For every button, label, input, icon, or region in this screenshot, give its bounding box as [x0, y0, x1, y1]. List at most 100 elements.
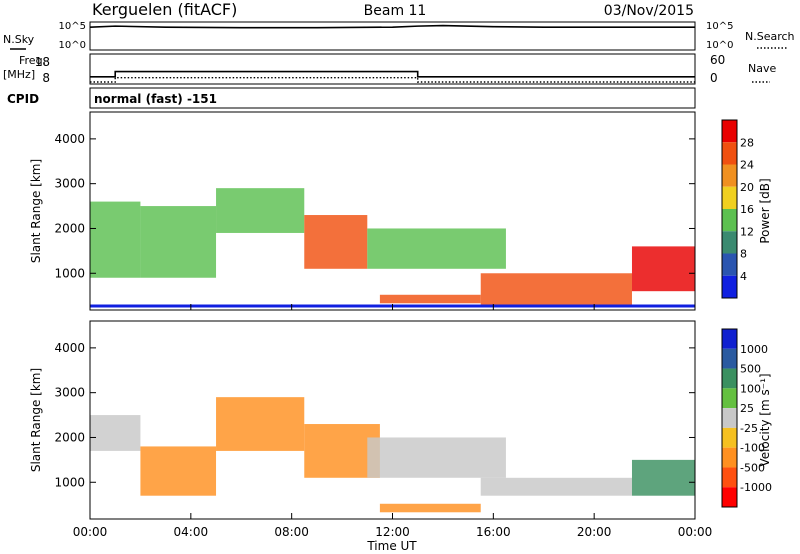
- power-colorbar-swatch: [722, 275, 737, 298]
- velocity-regions: [90, 397, 695, 513]
- freq-unit: [MHz]: [3, 68, 35, 81]
- velocity-ytick-label: 3000: [54, 386, 85, 400]
- nave-tick-top: 60: [710, 53, 725, 67]
- velocity-ytick-label: 1000: [54, 475, 85, 489]
- velocity-ylabel: Slant Range [km]: [29, 368, 43, 472]
- nsky-tick-top: 10^5: [59, 21, 86, 32]
- velocity-colorbar-tick: 1000: [740, 343, 768, 356]
- power-colorbar-tick: 28: [740, 136, 754, 149]
- beam-label: Beam 11: [364, 3, 427, 19]
- velocity-colorbar-swatch: [722, 329, 737, 349]
- velocity-region: [140, 446, 217, 496]
- power-colorbar-swatch: [722, 186, 737, 209]
- power-yticks: 1000 2000 3000 4000: [54, 132, 695, 280]
- cpid-frame: [89, 87, 696, 109]
- velocity-colorbar-tick: -500: [740, 461, 765, 474]
- nave-tick-bottom: 0: [710, 71, 718, 85]
- date-label: 03/Nov/2015: [604, 3, 694, 19]
- freq-tick-top: 18: [35, 55, 50, 69]
- velocity-colorbar-swatch: [722, 487, 737, 507]
- velocity-colorbar-swatch: [722, 408, 737, 428]
- time-xlabel: Time UT: [366, 539, 417, 553]
- xtick-label: 08:00: [274, 525, 309, 539]
- velocity-colorbar-border: [721, 328, 738, 508]
- power-colorbar-swatch: [722, 209, 737, 232]
- velocity-yticks: 1000 2000 3000 4000: [54, 341, 695, 489]
- velocity-colorbar-tick: 500: [740, 363, 761, 376]
- nsky-series-line: [89, 24, 695, 29]
- xtick-label: 12:00: [375, 525, 410, 539]
- power-colorbar-tick: 4: [740, 270, 747, 283]
- velocity-colorbar-swatch: [722, 368, 737, 389]
- power-colorbar-tick: 20: [740, 181, 754, 194]
- radar-title: Kerguelen (fitACF): [92, 0, 237, 19]
- freq-tick-bottom: 8: [42, 71, 50, 85]
- cpid-value: normal (fast) -151: [94, 92, 217, 106]
- power-colorbar-border: [721, 119, 738, 299]
- nave-series-line: [90, 76, 695, 83]
- velocity-panel: 1000 2000 3000 4000 00:00 04:00 08:00 12:00 16:…: [29, 304, 712, 553]
- power-region: [216, 188, 305, 233]
- velocity-colorbar-swatch: [722, 447, 737, 468]
- velocity-colorbar-swatch: [722, 427, 737, 448]
- power-colorbar-swatch: [722, 142, 737, 165]
- xtick-label: 16:00: [476, 525, 511, 539]
- velocity-colorbar-label: Velocity [m s⁻¹]: [758, 373, 772, 466]
- power-panel: 1000 2000 3000 4000 Slant Range [km]: [29, 111, 696, 311]
- velocity-colorbar-tick: 25: [740, 402, 754, 415]
- power-colorbar-tick: 12: [740, 225, 754, 238]
- power-region: [90, 201, 141, 278]
- power-colorbar-swatch: [722, 231, 737, 254]
- power-colorbar-tick: 24: [740, 159, 754, 172]
- power-ytick-label: 1000: [54, 266, 85, 280]
- cpid-label: CPID: [7, 92, 39, 106]
- power-region: [379, 294, 481, 304]
- power-region: [140, 206, 217, 278]
- power-region: [631, 246, 695, 292]
- freq-label: Freq.: [19, 54, 46, 67]
- power-regions: [90, 188, 695, 305]
- power-ytick-label: 3000: [54, 177, 85, 191]
- nsearch-label: N.Search: [745, 30, 795, 43]
- xtick-label: 20:00: [577, 525, 612, 539]
- velocity-region: [90, 415, 141, 451]
- freq-frame: [89, 53, 696, 85]
- power-colorbar-label: Power [dB]: [758, 178, 772, 243]
- velocity-colorbar-swatch: [722, 348, 737, 369]
- velocity-xticks: 00:00 04:00 08:00 12:00 16:00 20:00 00:00: [73, 304, 713, 539]
- nsky-label: N.Sky: [3, 33, 35, 46]
- power-ylabel: Slant Range [km]: [29, 159, 43, 263]
- freq-panel: Freq. [MHz] 18 8 60 0 Nave: [3, 53, 776, 85]
- power-colorbar-swatch: [722, 120, 737, 143]
- nsky-panel: N.Sky 10^5 10^0 10^5 10^0 N.Search: [3, 21, 795, 51]
- nsky-tick-bottom: 10^0: [59, 40, 86, 51]
- power-ytick-label: 2000: [54, 221, 85, 235]
- velocity-region: [631, 459, 695, 496]
- velocity-region: [480, 477, 632, 496]
- power-ytick-label: 4000: [54, 132, 85, 146]
- nsearch-tick-top: 10^5: [706, 21, 733, 32]
- velocity-colorbar-tick: -100: [740, 442, 765, 455]
- velocity-region: [367, 437, 506, 478]
- power-colorbar-tick: 8: [740, 248, 747, 261]
- velocity-ytick-label: 2000: [54, 430, 85, 444]
- velocity-ytick-label: 4000: [54, 341, 85, 355]
- nave-label: Nave: [748, 62, 776, 75]
- velocity-colorbar: Velocity [m s⁻¹] 1000 500 100 25 -25 -100 -500…: [721, 328, 772, 508]
- xtick-label: 04:00: [174, 525, 209, 539]
- xtick-label: 00:00: [73, 525, 108, 539]
- power-colorbar-tick: 16: [740, 203, 754, 216]
- power-colorbar-swatch: [722, 253, 737, 276]
- velocity-colorbar-tick: 100: [740, 382, 761, 395]
- power-colorbar-swatch: [722, 164, 737, 187]
- velocity-region: [216, 397, 305, 451]
- xtick-label: 00:00: [678, 525, 713, 539]
- velocity-colorbar-tick: -25: [740, 422, 758, 435]
- velocity-colorbar-swatch: [722, 467, 737, 488]
- nsky-frame: [89, 21, 696, 51]
- velocity-colorbar-tick: -1000: [740, 481, 772, 494]
- power-region: [367, 228, 506, 269]
- velocity-colorbar-swatch: [722, 388, 737, 409]
- velocity-region: [379, 503, 481, 513]
